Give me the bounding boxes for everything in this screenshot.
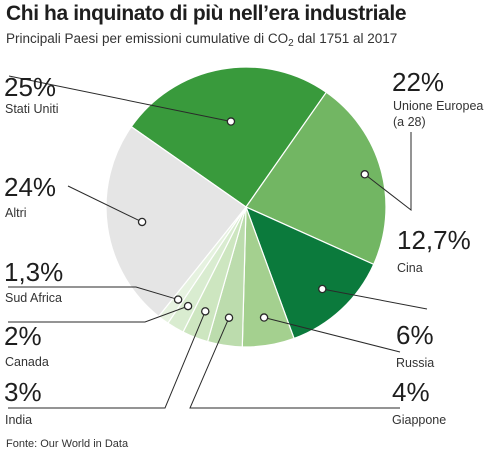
leader-line-giappone xyxy=(189,317,400,409)
subtitle-subscript: 2 xyxy=(288,38,294,49)
slice-label-giappone: Giappone xyxy=(392,413,446,427)
leader-line-stati-uniti xyxy=(8,75,232,123)
slice-value-canada: 2% xyxy=(4,321,42,351)
slice-label-sud-africa: Sud Africa xyxy=(5,291,62,305)
slice-value-giappone: 4% xyxy=(392,377,430,407)
slice-label-altri: Altri xyxy=(5,206,27,220)
pie-slice-stati-uniti xyxy=(130,66,328,208)
leader-line-india xyxy=(8,311,206,409)
slice-value-unione-europea-a-28: 22% xyxy=(392,67,444,97)
slice-label-unione-europea-a-28: Unione Europea xyxy=(393,99,483,113)
leader-line-canada xyxy=(8,305,189,323)
leader-line-altri xyxy=(67,185,143,223)
subtitle-range: dal 1751 al 2017 xyxy=(293,31,398,46)
leader-dot-cina xyxy=(318,284,327,294)
chart-title: Chi ha inquinato di più nell’era industr… xyxy=(6,2,407,25)
pie-slice-altri xyxy=(105,125,247,318)
chart-subtitle: Principali Paesi per emissioni cumulativ… xyxy=(6,31,397,49)
leader-dot-unione-europea-a-28 xyxy=(360,170,370,179)
leader-line-sud-africa xyxy=(8,286,179,301)
leader-dot-giappone xyxy=(224,313,234,322)
leader-line-cina xyxy=(322,288,428,310)
slice-value-russia: 6% xyxy=(396,320,434,350)
source-note: Fonte: Our World in Data xyxy=(6,438,129,450)
slice-value-india: 3% xyxy=(4,377,42,407)
slice-label-unione-europea-a-28-line2: (a 28) xyxy=(393,115,426,129)
leader-dot-russia xyxy=(259,313,269,322)
slice-value-sud-africa: 1,3% xyxy=(4,257,63,287)
slice-value-altri: 24% xyxy=(4,172,56,202)
leader-lines xyxy=(8,75,428,409)
leader-line-unione-europea-a-28 xyxy=(364,132,412,212)
slice-value-stati-uniti: 25% xyxy=(4,72,56,102)
leader-dot-canada xyxy=(183,301,193,311)
slice-labels: 25%Stati Uniti 22% Unione Europea (a 28) 12,… xyxy=(4,67,483,427)
pie-slice-unione-europea-a-28 xyxy=(245,91,387,266)
pie-slices xyxy=(105,66,387,348)
slice-label-india: India xyxy=(5,413,32,427)
slice-label-russia: Russia xyxy=(396,356,434,370)
slice-label-canada: Canada xyxy=(5,355,49,369)
leader-dot-sud-africa xyxy=(173,295,183,304)
leader-line-russia xyxy=(263,317,401,353)
leader-dot-altri xyxy=(137,217,147,227)
pie-slice-cina xyxy=(244,205,375,340)
slice-label-stati-uniti: Stati Uniti xyxy=(5,102,59,116)
leader-dot-stati-uniti xyxy=(226,117,236,126)
leader-dot-india xyxy=(201,307,210,316)
slice-value-cina: 12,7% xyxy=(397,225,471,255)
subtitle-text: Principali Paesi per emissioni cumulativ… xyxy=(6,31,289,46)
slice-label-cina: Cina xyxy=(397,261,423,275)
